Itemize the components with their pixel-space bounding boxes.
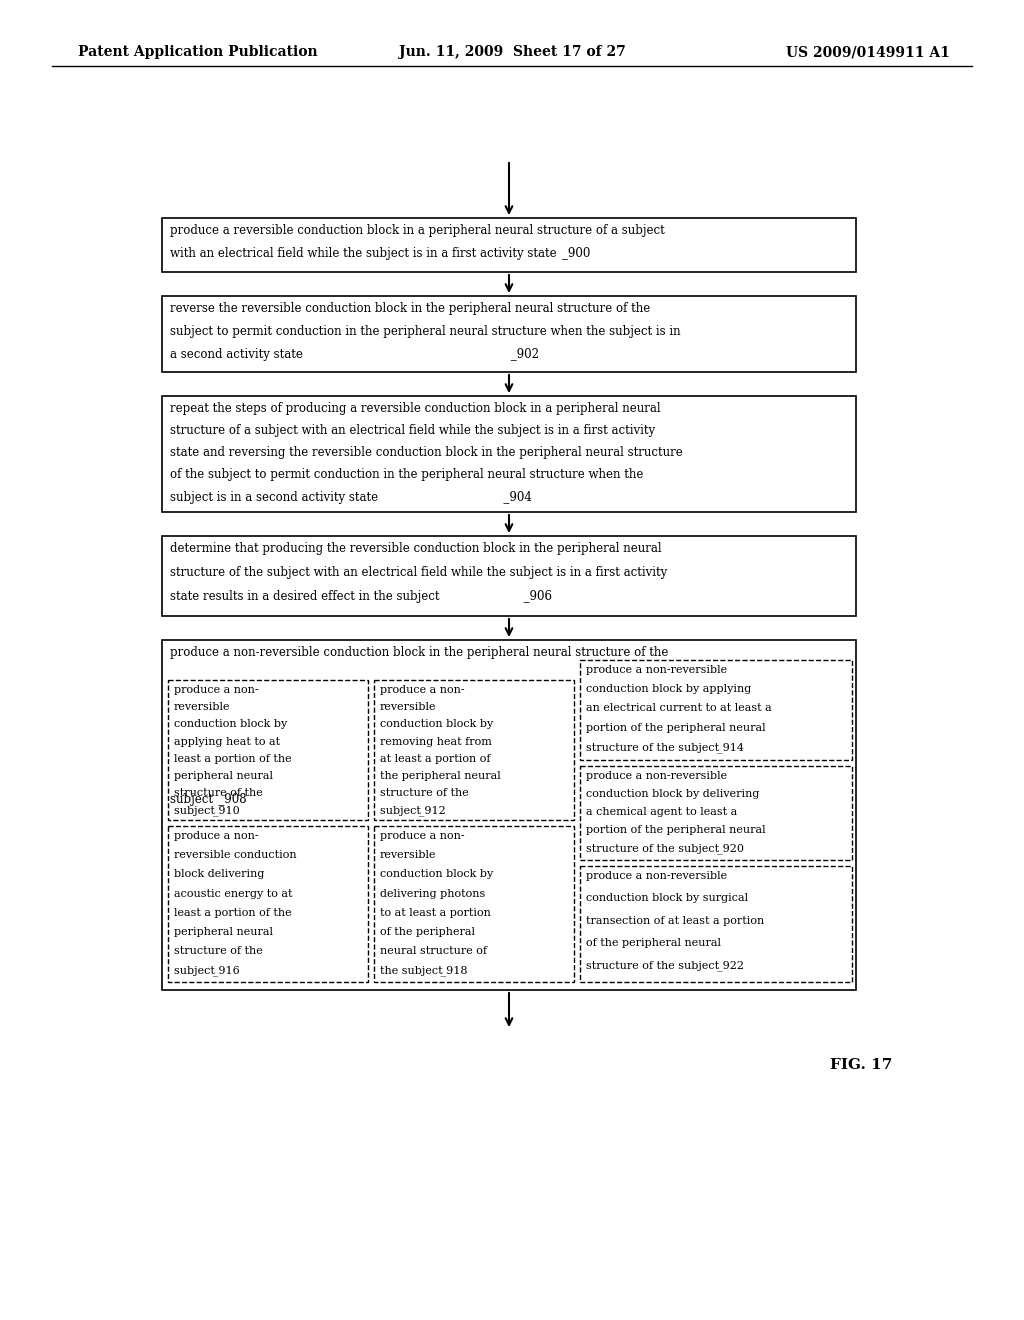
- Text: produce a non-reversible: produce a non-reversible: [586, 771, 727, 781]
- Bar: [374, 680, 574, 820]
- Text: subject is in a second activity state                                   ̲904: subject is in a second activity state ̲9…: [170, 491, 531, 504]
- Text: applying heat to at: applying heat to at: [174, 737, 281, 747]
- Text: of the subject to permit conduction in the peripheral neural structure when the: of the subject to permit conduction in t…: [170, 469, 643, 482]
- Text: repeat the steps of producing a reversible conduction block in a peripheral neur: repeat the steps of producing a reversib…: [170, 403, 660, 414]
- Text: structure of the subject ̲914: structure of the subject ̲914: [586, 742, 744, 752]
- Text: subject   ̲908: subject ̲908: [170, 793, 247, 807]
- Text: an electrical current to at least a: an electrical current to at least a: [586, 704, 772, 714]
- Text: acoustic energy to at: acoustic energy to at: [174, 888, 293, 899]
- Text: portion of the peripheral neural: portion of the peripheral neural: [586, 825, 766, 836]
- Text: reversible conduction: reversible conduction: [174, 850, 297, 861]
- Text: FIG. 17: FIG. 17: [830, 1059, 892, 1072]
- Bar: [374, 826, 574, 982]
- Bar: [162, 296, 856, 372]
- Text: conduction block by surgical: conduction block by surgical: [586, 894, 749, 903]
- Text: least a portion of the: least a portion of the: [174, 754, 292, 764]
- Text: the peripheral neural: the peripheral neural: [380, 771, 501, 781]
- Bar: [162, 396, 856, 512]
- Text: a chemical agent to least a: a chemical agent to least a: [586, 808, 737, 817]
- Bar: [580, 866, 852, 982]
- Text: state results in a desired effect in the subject                        ̲906: state results in a desired effect in the…: [170, 590, 552, 603]
- Text: produce a non-reversible conduction block in the peripheral neural structure of : produce a non-reversible conduction bloc…: [170, 645, 669, 659]
- Bar: [580, 660, 852, 760]
- Text: produce a non-: produce a non-: [174, 832, 259, 841]
- Text: of the peripheral: of the peripheral: [380, 927, 475, 937]
- Text: to at least a portion: to at least a portion: [380, 908, 490, 917]
- Text: portion of the peripheral neural: portion of the peripheral neural: [586, 723, 766, 733]
- Text: reversible: reversible: [174, 702, 230, 713]
- Bar: [162, 536, 856, 616]
- Text: removing heat from: removing heat from: [380, 737, 492, 747]
- Text: structure of the: structure of the: [174, 788, 263, 799]
- Text: peripheral neural: peripheral neural: [174, 771, 273, 781]
- Text: subject ̲912: subject ̲912: [380, 805, 445, 816]
- Text: state and reversing the reversible conduction block in the peripheral neural str: state and reversing the reversible condu…: [170, 446, 683, 459]
- Text: produce a non-: produce a non-: [380, 685, 465, 696]
- Text: conduction block by: conduction block by: [380, 870, 494, 879]
- Bar: [580, 766, 852, 861]
- Text: block delivering: block delivering: [174, 870, 264, 879]
- Text: structure of the: structure of the: [174, 946, 263, 956]
- Bar: [162, 218, 856, 272]
- Text: produce a non-reversible: produce a non-reversible: [586, 871, 727, 880]
- Text: delivering photons: delivering photons: [380, 888, 485, 899]
- Text: structure of a subject with an electrical field while the subject is in a first : structure of a subject with an electrica…: [170, 424, 655, 437]
- Text: US 2009/0149911 A1: US 2009/0149911 A1: [786, 45, 950, 59]
- Text: structure of the: structure of the: [380, 788, 469, 799]
- Text: least a portion of the: least a portion of the: [174, 908, 292, 917]
- Text: the subject ̲918: the subject ̲918: [380, 965, 468, 975]
- Text: structure of the subject ̲920: structure of the subject ̲920: [586, 843, 744, 854]
- Text: conduction block by: conduction block by: [380, 719, 494, 730]
- Text: conduction block by applying: conduction block by applying: [586, 684, 752, 694]
- Bar: [168, 826, 368, 982]
- Text: reverse the reversible conduction block in the peripheral neural structure of th: reverse the reversible conduction block …: [170, 302, 650, 315]
- Text: determine that producing the reversible conduction block in the peripheral neura: determine that producing the reversible …: [170, 543, 662, 554]
- Text: conduction block by delivering: conduction block by delivering: [586, 789, 760, 799]
- Text: Patent Application Publication: Patent Application Publication: [78, 45, 317, 59]
- Text: reversible: reversible: [380, 850, 436, 861]
- Text: structure of the subject ̲922: structure of the subject ̲922: [586, 960, 744, 972]
- Text: structure of the subject with an electrical field while the subject is in a firs: structure of the subject with an electri…: [170, 566, 668, 579]
- Text: produce a non-: produce a non-: [174, 685, 259, 696]
- Text: produce a reversible conduction block in a peripheral neural structure of a subj: produce a reversible conduction block in…: [170, 224, 665, 238]
- Text: at least a portion of: at least a portion of: [380, 754, 490, 764]
- Text: transection of at least a portion: transection of at least a portion: [586, 916, 764, 925]
- Text: reversible: reversible: [380, 702, 436, 713]
- Text: subject ̲916: subject ̲916: [174, 965, 240, 975]
- Text: subject to permit conduction in the peripheral neural structure when the subject: subject to permit conduction in the peri…: [170, 325, 681, 338]
- Text: Jun. 11, 2009  Sheet 17 of 27: Jun. 11, 2009 Sheet 17 of 27: [398, 45, 626, 59]
- Bar: [162, 640, 856, 990]
- Text: neural structure of: neural structure of: [380, 946, 487, 956]
- Text: produce a non-: produce a non-: [380, 832, 465, 841]
- Text: with an electrical field while the subject is in a first activity state   ̲900: with an electrical field while the subje…: [170, 247, 591, 260]
- Text: subject ̲910: subject ̲910: [174, 805, 240, 816]
- Text: peripheral neural: peripheral neural: [174, 927, 273, 937]
- Text: conduction block by: conduction block by: [174, 719, 288, 730]
- Text: of the peripheral neural: of the peripheral neural: [586, 939, 721, 948]
- Text: a second activity state                                                         : a second activity state: [170, 347, 539, 360]
- Text: produce a non-reversible: produce a non-reversible: [586, 665, 727, 675]
- Bar: [168, 680, 368, 820]
